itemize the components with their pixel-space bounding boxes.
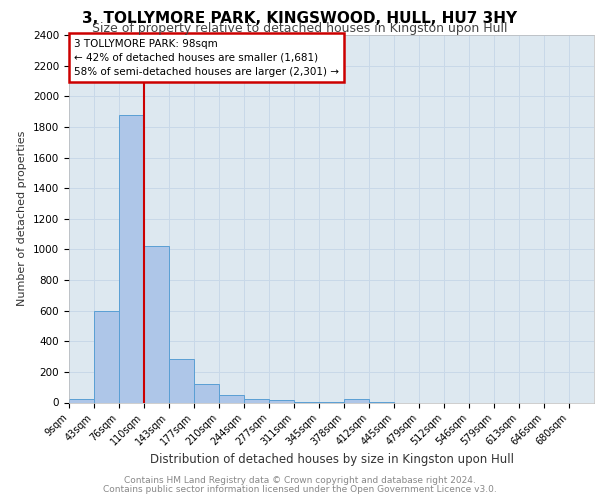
Text: 3, TOLLYMORE PARK, KINGSWOOD, HULL, HU7 3HY: 3, TOLLYMORE PARK, KINGSWOOD, HULL, HU7 … [82, 11, 518, 26]
Bar [144, 246, 169, 402]
Text: Contains HM Land Registry data © Crown copyright and database right 2024.: Contains HM Land Registry data © Crown c… [124, 476, 476, 485]
Text: Size of property relative to detached houses in Kingston upon Hull: Size of property relative to detached ho… [92, 22, 508, 35]
Bar [194, 384, 219, 402]
Bar [219, 395, 244, 402]
Bar [169, 359, 194, 403]
Y-axis label: Number of detached properties: Number of detached properties [17, 131, 28, 306]
X-axis label: Distribution of detached houses by size in Kingston upon Hull: Distribution of detached houses by size … [149, 453, 514, 466]
Text: 3 TOLLYMORE PARK: 98sqm
← 42% of detached houses are smaller (1,681)
58% of semi: 3 TOLLYMORE PARK: 98sqm ← 42% of detache… [74, 38, 339, 76]
Bar [119, 116, 144, 403]
Bar [344, 400, 369, 402]
Bar [244, 398, 269, 402]
Bar [269, 400, 294, 402]
Bar [94, 310, 119, 402]
Text: Contains public sector information licensed under the Open Government Licence v3: Contains public sector information licen… [103, 485, 497, 494]
Bar [69, 400, 94, 402]
